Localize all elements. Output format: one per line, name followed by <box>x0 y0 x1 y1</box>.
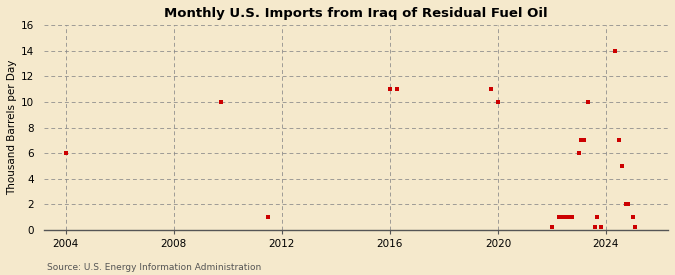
Point <box>560 215 571 219</box>
Point <box>558 215 568 219</box>
Point <box>215 100 226 104</box>
Text: Source: U.S. Energy Information Administration: Source: U.S. Energy Information Administ… <box>47 263 261 272</box>
Point <box>630 225 641 229</box>
Point <box>589 225 600 229</box>
Point <box>576 138 587 142</box>
Point <box>60 151 71 155</box>
Point <box>621 202 632 207</box>
Point <box>486 87 497 91</box>
Title: Monthly U.S. Imports from Iraq of Residual Fuel Oil: Monthly U.S. Imports from Iraq of Residu… <box>164 7 548 20</box>
Point <box>574 151 585 155</box>
Point <box>493 100 504 104</box>
Point <box>578 138 589 142</box>
Point <box>392 87 402 91</box>
Point <box>263 215 273 219</box>
Point <box>567 215 578 219</box>
Point <box>610 49 620 53</box>
Point <box>623 202 634 207</box>
Point <box>583 100 593 104</box>
Point <box>616 164 627 168</box>
Y-axis label: Thousand Barrels per Day: Thousand Barrels per Day <box>7 60 17 195</box>
Point <box>628 215 639 219</box>
Point <box>554 215 564 219</box>
Point <box>614 138 625 142</box>
Point <box>591 215 602 219</box>
Point <box>562 215 573 219</box>
Point <box>385 87 396 91</box>
Point <box>596 225 607 229</box>
Point <box>547 225 558 229</box>
